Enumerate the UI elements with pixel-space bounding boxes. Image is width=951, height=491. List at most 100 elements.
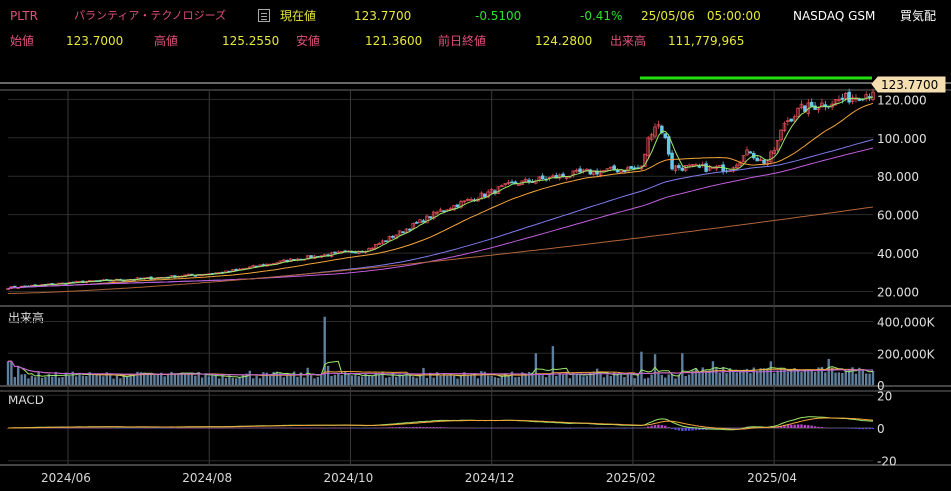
- last-price-tag: [871, 76, 946, 93]
- macd-histogram-bar: [412, 426, 415, 428]
- candle: [322, 254, 327, 257]
- macd-histogram-bar: [851, 428, 854, 429]
- macd-histogram-bar: [200, 427, 204, 429]
- macd-histogram-bar: [299, 427, 303, 429]
- candle: [523, 178, 528, 182]
- candle: [847, 91, 851, 103]
- volume-bar: [248, 370, 251, 385]
- macd-histogram-bar: [541, 428, 544, 429]
- candle: [704, 163, 708, 172]
- volume-bar: [776, 370, 779, 385]
- macd-histogram-bar: [378, 427, 381, 429]
- volume-bar: [592, 371, 595, 385]
- volume-tick-label: 200,000K: [877, 347, 936, 361]
- candle: [574, 169, 579, 172]
- volume-bar: [108, 373, 112, 385]
- macd-histogram-bar: [163, 428, 166, 429]
- candle: [615, 170, 620, 173]
- macd-histogram-bar: [497, 427, 500, 429]
- macd-histogram-bar: [636, 428, 640, 429]
- volume-bar: [616, 373, 619, 385]
- price-tick-label: 80.000: [877, 170, 919, 184]
- volume-bar: [486, 375, 490, 385]
- macd-histogram-bar: [217, 427, 221, 429]
- candle: [425, 215, 429, 224]
- volume-bar: [834, 372, 837, 385]
- macd-histogram-bar: [282, 427, 286, 429]
- volume-bar: [497, 377, 500, 385]
- volume-bar: [275, 371, 279, 385]
- volume-bar: [378, 374, 381, 385]
- volume-bar: [585, 375, 589, 385]
- candle: [465, 199, 470, 201]
- macd-histogram-bar: [160, 428, 163, 429]
- macd-histogram-bar: [619, 428, 623, 429]
- macd-histogram-bar: [868, 428, 871, 430]
- volume-bar: [204, 373, 207, 385]
- macd-histogram-bar: [691, 428, 694, 431]
- candle: [489, 188, 494, 194]
- volume-bar: [81, 375, 85, 385]
- trade-button[interactable]: 買気配: [900, 9, 937, 23]
- volume-bar: [691, 370, 694, 385]
- candle: [796, 107, 800, 117]
- macd-histogram-bar: [265, 427, 269, 429]
- volume-bar: [504, 373, 507, 385]
- macd-histogram-bar: [166, 428, 170, 429]
- macd-histogram-bar: [275, 427, 279, 429]
- macd-histogram-bar: [473, 427, 476, 429]
- volume-bar: [510, 371, 514, 385]
- macd-histogram-bar: [534, 428, 538, 429]
- candle: [656, 124, 661, 127]
- volume-bar: [715, 367, 718, 385]
- macd-histogram-bar: [841, 428, 844, 429]
- macd-histogram-bar: [664, 425, 667, 428]
- candle: [820, 102, 824, 108]
- candle: [510, 181, 514, 184]
- macd-histogram-bar: [667, 427, 670, 428]
- volume-bar: [292, 371, 296, 385]
- volume-bar: [749, 373, 752, 385]
- macd-histogram-bar: [660, 425, 664, 428]
- candle: [639, 165, 644, 170]
- chart-grid: [0, 82, 951, 466]
- macd-histogram-bar: [292, 427, 296, 429]
- memo-icon[interactable]: [258, 9, 270, 22]
- macd-histogram-bar: [752, 426, 756, 428]
- macd-histogram-bar: [735, 428, 738, 429]
- macd-histogram-bar: [674, 428, 677, 430]
- high-label: 高値: [154, 34, 179, 48]
- volume-bar: [871, 370, 875, 385]
- macd-histogram-bar: [558, 428, 561, 429]
- volume-bar: [555, 375, 558, 385]
- macd-histogram-bar: [125, 428, 129, 429]
- volume-bar: [841, 372, 844, 385]
- volume-bar: [415, 377, 418, 385]
- candle: [837, 99, 841, 101]
- volume-bar: [817, 367, 820, 385]
- macd-histogram-bar: [330, 427, 333, 429]
- macd-histogram-bar: [609, 428, 612, 429]
- candle: [414, 222, 419, 224]
- market-name: NASDAQ GSM: [793, 9, 876, 23]
- macd-histogram-bar: [572, 428, 575, 429]
- candle: [622, 170, 627, 173]
- volume-bar: [143, 373, 146, 385]
- volume-bar: [88, 372, 91, 385]
- macd-histogram-bar: [180, 427, 183, 429]
- volume-bar: [255, 375, 258, 385]
- macd-histogram-bar: [824, 427, 827, 428]
- macd-histogram-bar: [449, 427, 452, 429]
- candle: [844, 93, 848, 99]
- volume-bar: [194, 375, 197, 385]
- volume-bar: [139, 372, 143, 385]
- ticker-symbol[interactable]: PLTR: [10, 9, 38, 23]
- volume-bar: [538, 373, 541, 385]
- volume-bar: [514, 377, 517, 385]
- macd-histogram-bar: [854, 428, 858, 429]
- macd-histogram-bar: [538, 428, 541, 429]
- candle: [857, 99, 862, 101]
- macd-histogram-bar: [521, 428, 524, 429]
- macd-histogram-bar: [224, 427, 228, 429]
